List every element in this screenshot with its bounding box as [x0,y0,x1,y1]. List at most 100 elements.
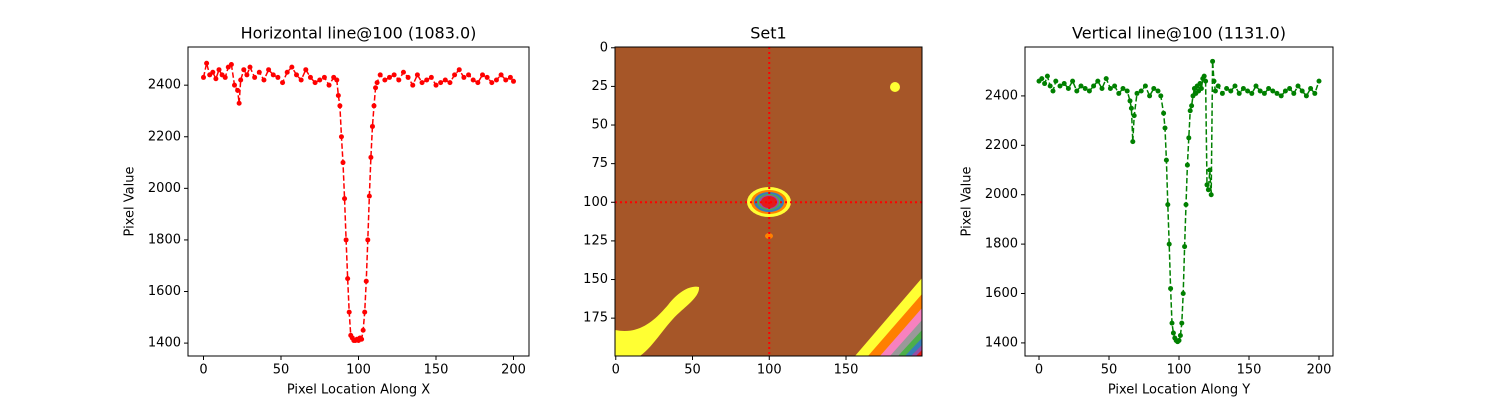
data-point [1204,182,1210,188]
x-tick-label: 50 [684,363,701,378]
data-point [343,237,349,243]
chart-title: Vertical line@100 (1131.0) [1072,24,1286,43]
data-point [1205,187,1211,193]
data-point [1224,85,1230,91]
data-point [387,74,392,80]
data-point [1103,76,1109,82]
data-point [1266,85,1272,91]
data-point [317,77,323,83]
data-point [216,67,222,73]
data-point [1044,73,1050,79]
data-point [1184,162,1190,168]
data-point [1245,88,1251,94]
y-tick-label: 125 [583,233,608,248]
axes-frame [1024,46,1334,357]
data-point [366,193,372,199]
data-point [1215,83,1221,89]
data-point [1120,85,1126,91]
data-line [1038,61,1320,343]
data-point [363,278,369,284]
data-point [1155,88,1161,94]
data-point [321,74,327,80]
y-tick-label: 1400 [985,335,1018,350]
data-point [1170,330,1176,336]
data-point [244,72,250,78]
data-point [1291,90,1297,96]
data-point [1065,85,1071,91]
data-point [511,78,516,84]
data-point [1197,81,1203,87]
data-point [1165,202,1171,208]
data-point [1086,88,1092,94]
data-point [362,309,368,315]
data-point [270,72,276,78]
data-point [414,72,420,78]
x-tick-label: 150 [424,363,449,378]
data-point [1163,157,1169,163]
data-point [498,72,504,78]
data-point [1047,83,1053,89]
data-point [1240,85,1246,91]
data-point [484,74,490,80]
data-point [1203,78,1209,84]
data-point [1201,73,1207,79]
data-point [228,62,234,68]
data-point [1124,88,1130,94]
data-point [261,77,267,83]
data-point [1274,90,1280,96]
data-point [247,64,253,70]
data-point [232,82,237,88]
x-tick-label: 150 [834,363,859,378]
data-point [461,74,467,80]
data-point [1212,88,1218,94]
data-point [503,77,509,83]
data-point [1303,93,1309,99]
data-point [1134,90,1140,96]
data-point [280,80,286,86]
y-tick-label: 2400 [985,88,1018,103]
data-point [1082,85,1088,91]
data-point [326,82,332,88]
x-axis-label: Pixel Location Along X [287,383,430,398]
data-point [1053,78,1059,84]
data-point [1299,88,1305,94]
data-point [428,74,434,80]
data-point [1169,320,1175,326]
data-point [369,123,375,129]
data-line [202,63,515,342]
data-point [1161,110,1167,116]
data-point [1270,88,1276,94]
data-point [1198,85,1204,91]
data-point [1180,291,1186,297]
data-point [1219,90,1225,96]
data-point [236,100,242,106]
data-point [489,80,495,86]
y-tick-label: 100 [583,195,608,210]
y-tick-label: 25 [591,79,608,94]
data-point [1116,90,1122,96]
data-point [342,196,348,202]
data-point [222,74,228,80]
data-point [391,72,397,78]
data-point [1182,244,1188,250]
x-tick-label: 0 [612,363,620,378]
data-point [204,60,210,66]
data-point [1287,85,1293,91]
data-point [235,87,241,93]
data-point [373,85,379,91]
data-point [456,67,462,73]
data-point [433,82,439,88]
data-point [1187,108,1193,114]
data-point [442,77,448,83]
data-point [201,74,206,80]
data-point [1261,90,1267,96]
y-tick-label: 1600 [985,286,1018,301]
data-point [1107,85,1113,91]
data-point [452,72,458,78]
y-tick-label: 2000 [985,187,1018,202]
data-point [466,72,472,78]
data-point [346,309,352,315]
data-point [1316,78,1322,84]
data-point [1070,78,1076,84]
